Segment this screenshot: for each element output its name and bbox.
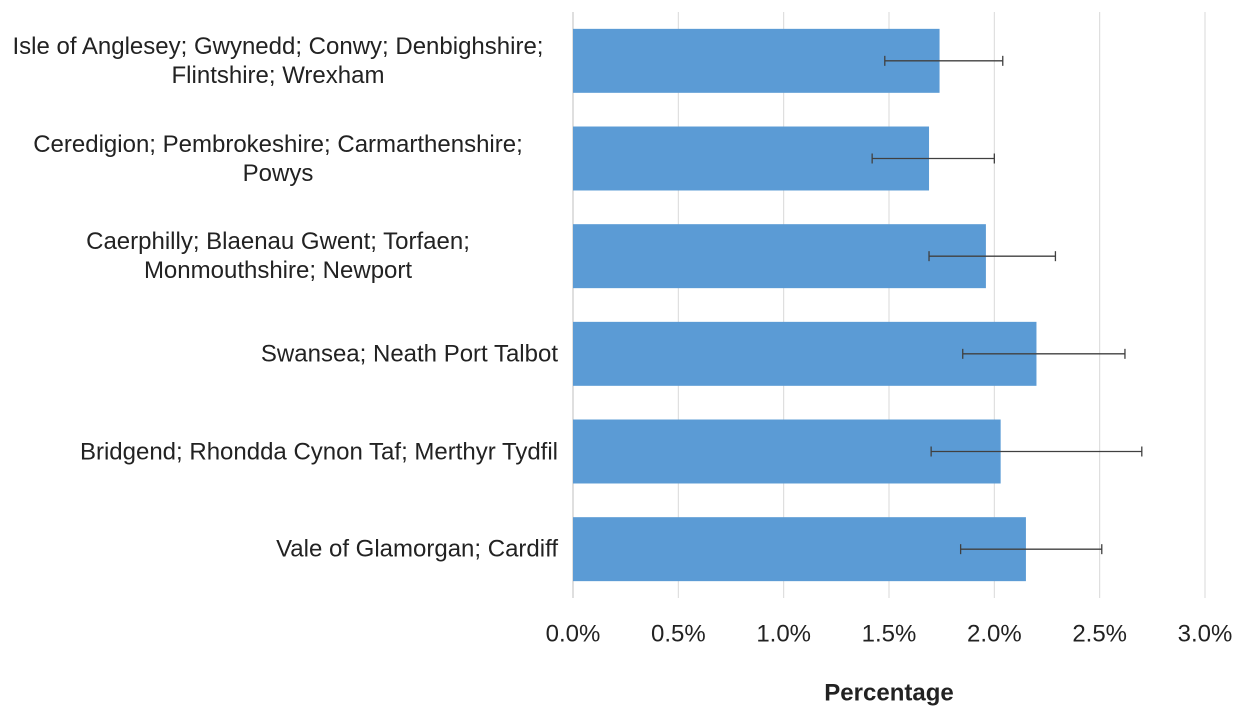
x-axis-title: Percentage: [824, 679, 953, 706]
y-tick-label: Caerphilly; Blaenau Gwent; Torfaen; Monm…: [86, 228, 470, 285]
y-tick-label-box: Ceredigion; Pembrokeshire; Carmarthenshi…: [0, 130, 558, 188]
y-tick-label-box: Caerphilly; Blaenau Gwent; Torfaen; Monm…: [0, 227, 558, 285]
x-tick-label: 1.0%: [756, 620, 811, 647]
y-tick-label: Bridgend; Rhondda Cynon Taf; Merthyr Tyd…: [79, 438, 558, 465]
x-tick-label: 2.0%: [967, 620, 1022, 647]
x-tick-label: 0.0%: [546, 620, 601, 647]
x-tick-label: 1.5%: [862, 620, 917, 647]
bar: [573, 126, 930, 191]
y-tick-label-box: Isle of Anglesey; Gwynedd; Conwy; Denbig…: [0, 32, 558, 90]
y-tick-label: Swansea; Neath Port Talbot: [260, 340, 558, 368]
bar: [573, 224, 986, 289]
y-tick-label-box: Bridgend; Rhondda Cynon Taf; Merthyr Tyd…: [0, 437, 558, 466]
bar: [573, 419, 1001, 484]
bar: [573, 28, 940, 93]
x-tick-label: 0.5%: [651, 620, 706, 647]
x-tick-label: 2.5%: [1072, 620, 1127, 647]
y-tick-label-box: Vale of Glamorgan; Cardiff: [0, 535, 558, 564]
y-tick-label-box: Swansea; Neath Port Talbot: [0, 339, 558, 368]
x-tick-label: 3.0%: [1178, 620, 1233, 647]
bar: [573, 321, 1037, 386]
y-tick-label: Ceredigion; Pembrokeshire; Carmarthenshi…: [33, 130, 523, 187]
bar: [573, 517, 1026, 582]
y-tick-label: Isle of Anglesey; Gwynedd; Conwy; Denbig…: [12, 32, 544, 89]
y-tick-label: Vale of Glamorgan; Cardiff: [276, 535, 558, 563]
